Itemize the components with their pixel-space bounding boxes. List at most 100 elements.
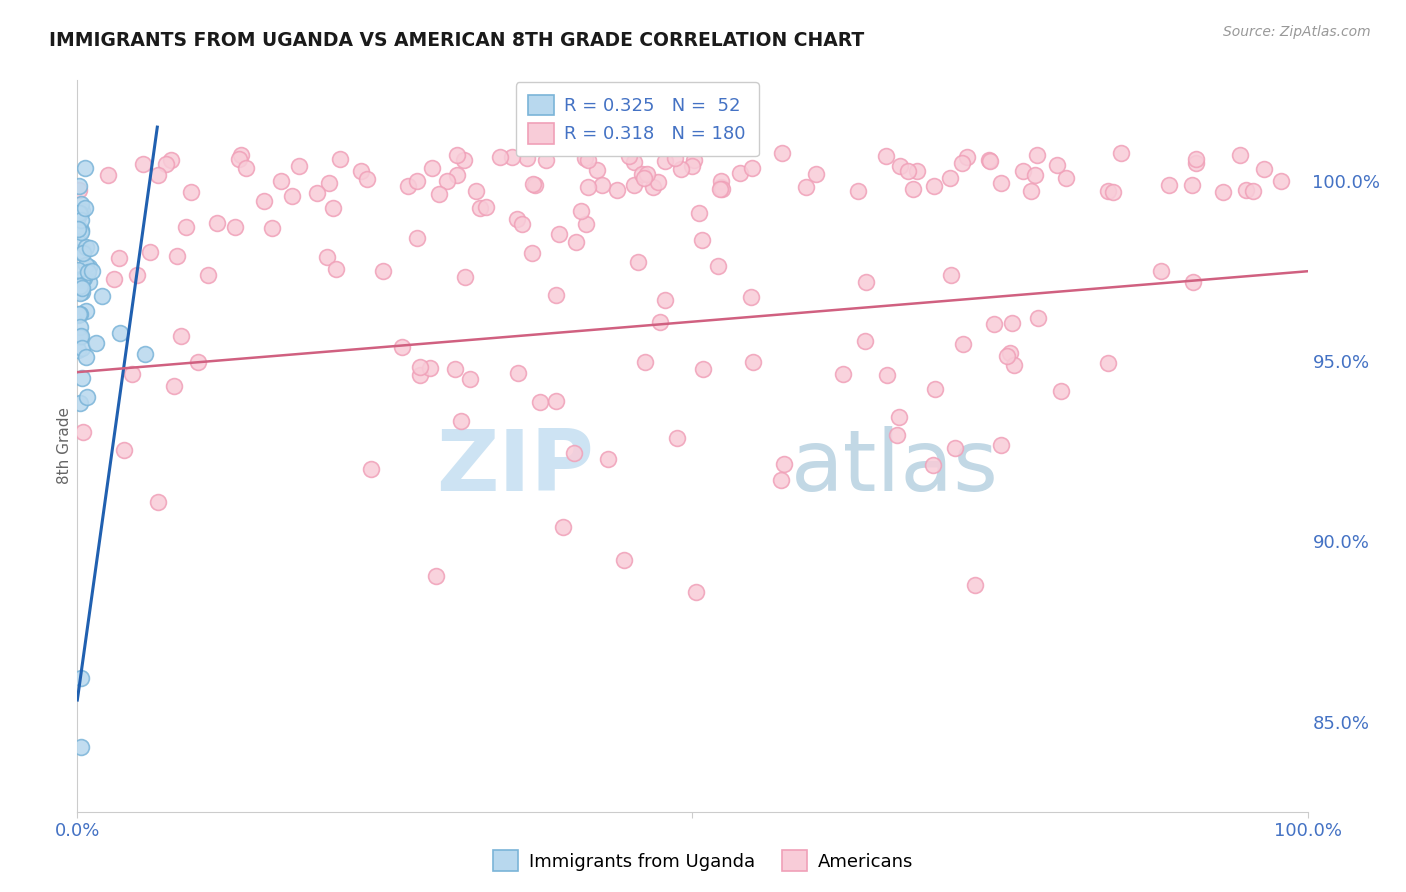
Point [548, 227, 571, 241]
Point [1185, 156, 1208, 170]
Point [436, 174, 458, 188]
Point [1150, 264, 1173, 278]
Point [425, 569, 447, 583]
Point [76, 265, 98, 279]
Point [70, 272, 93, 286]
Point [155, 156, 177, 170]
Point [1270, 174, 1292, 188]
Point [318, 176, 340, 190]
Point [465, 184, 488, 198]
Point [516, 151, 538, 165]
Point [69, 206, 91, 220]
Point [69, 197, 91, 211]
Point [956, 150, 979, 164]
Point [427, 187, 450, 202]
Point [66, 263, 89, 277]
Point [922, 179, 945, 194]
Point [606, 183, 628, 197]
Point [138, 244, 160, 259]
Point [72, 203, 94, 218]
Point [69, 285, 91, 300]
Point [90, 289, 114, 303]
Point [501, 150, 523, 164]
Point [79, 241, 101, 255]
Point [69, 308, 91, 322]
Point [75, 258, 97, 272]
Point [350, 163, 373, 178]
Legend: R = 0.325   N =  52, R = 0.318   N = 180: R = 0.325 N = 52, R = 0.318 N = 180 [516, 82, 759, 156]
Point [405, 231, 427, 245]
Point [131, 157, 153, 171]
Point [224, 219, 246, 234]
Point [506, 366, 529, 380]
Point [70, 371, 93, 385]
Point [72, 244, 94, 258]
Point [924, 383, 946, 397]
Point [66, 235, 89, 249]
Point [82, 264, 104, 278]
Point [70, 226, 93, 240]
Point [406, 174, 429, 188]
Point [565, 235, 588, 249]
Point [990, 438, 1012, 452]
Point [1212, 185, 1234, 199]
Point [67, 308, 90, 322]
Point [990, 176, 1012, 190]
Point [613, 553, 636, 567]
Point [1181, 178, 1204, 193]
Point [69, 244, 91, 259]
Point [886, 427, 908, 442]
Point [846, 184, 869, 198]
Point [634, 354, 657, 368]
Point [187, 355, 209, 369]
Point [127, 268, 149, 283]
Point [664, 151, 686, 165]
Point [77, 275, 100, 289]
Point [943, 441, 966, 455]
Point [647, 175, 669, 189]
Point [1026, 311, 1049, 326]
Point [889, 159, 911, 173]
Point [444, 362, 467, 376]
Point [544, 288, 567, 302]
Y-axis label: 8th Grade: 8th Grade [56, 408, 72, 484]
Point [197, 268, 219, 282]
Point [66, 221, 89, 235]
Point [1157, 178, 1180, 192]
Point [529, 395, 551, 409]
Point [1241, 184, 1264, 198]
Point [522, 246, 544, 260]
Point [77, 260, 100, 274]
Point [853, 334, 876, 348]
Point [576, 153, 599, 167]
Point [70, 223, 93, 237]
Point [409, 368, 432, 382]
Point [450, 414, 472, 428]
Point [688, 205, 710, 219]
Point [875, 149, 897, 163]
Point [73, 271, 96, 285]
Point [67, 178, 90, 193]
Point [544, 394, 567, 409]
Point [1002, 358, 1025, 372]
Point [1000, 346, 1022, 360]
Point [391, 340, 413, 354]
Point [458, 372, 481, 386]
Point [67, 306, 90, 320]
Point [1024, 169, 1046, 183]
Point [939, 170, 962, 185]
Point [453, 153, 475, 168]
Point [253, 194, 276, 208]
Point [564, 446, 586, 460]
Point [371, 263, 394, 277]
Point [796, 179, 818, 194]
Point [692, 362, 714, 376]
Point [329, 153, 352, 167]
Point [281, 189, 304, 203]
Point [121, 367, 143, 381]
Point [901, 182, 924, 196]
Point [887, 409, 910, 424]
Point [855, 275, 877, 289]
Point [965, 578, 987, 592]
Point [1012, 164, 1035, 178]
